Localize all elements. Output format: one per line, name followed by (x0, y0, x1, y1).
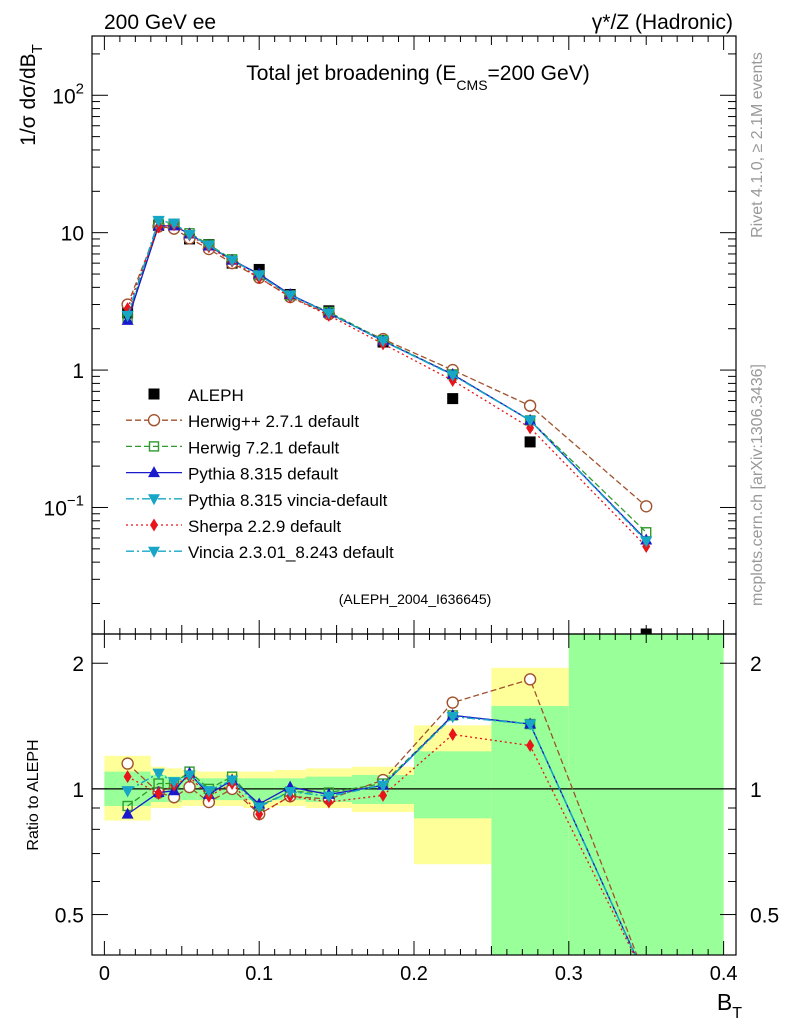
ratio-point-2-0 (121, 807, 134, 819)
main-y-tick-label: 10 (61, 223, 84, 246)
ratio-point-5-6 (253, 802, 266, 814)
ratio-y-tick-label: 2 (72, 653, 84, 676)
side-label-bottom: mcplots.cern.ch [arXiv:1306.3436] (749, 364, 766, 606)
legend-marker-5 (150, 518, 158, 532)
ratio-point-5-9 (377, 780, 390, 792)
ratio-point-3-12 (640, 975, 652, 986)
band-inner-10 (414, 751, 492, 819)
main-point-6-6 (253, 270, 266, 282)
main-point-6-9 (377, 336, 390, 348)
legend-marker-0 (148, 388, 160, 400)
ratio-y-tick-label: 1 (72, 779, 84, 802)
legend-label-5: Sherpa 2.2.9 default (188, 517, 341, 536)
main-y-tick-label: 10−1 (44, 492, 84, 520)
main-point-5-11 (526, 421, 535, 435)
main-point-6-2 (168, 218, 181, 230)
main-point-6-7 (284, 290, 297, 302)
ratio-point-0-0 (121, 757, 134, 770)
ratio-point-4-10 (448, 727, 457, 741)
legend-marker-3 (148, 466, 160, 478)
ratio-y-tick-label-right: 2 (750, 653, 762, 676)
main-point-1-11 (523, 399, 537, 412)
main-point-6-3 (183, 229, 196, 241)
x-axis-ticks (103, 36, 725, 955)
main-point-6-1 (152, 216, 165, 228)
x-tick-label: 0.2 (400, 963, 428, 985)
main-point-6-12 (640, 536, 653, 548)
chart-title: Total jet broadening (ECMS=200 GeV) (246, 62, 589, 93)
main-line-2 (126, 223, 647, 533)
header-left-label: 200 GeV ee (104, 11, 216, 34)
main-y-axis-label: 1/σ dσ/dBT (17, 44, 46, 146)
ratio-point-0-10 (446, 696, 459, 709)
ratio-point-4-11 (526, 739, 535, 753)
main-point-6-11 (524, 415, 537, 427)
ratio-point-4-0 (123, 770, 132, 784)
ratio-y-tick-label: 0.5 (55, 905, 84, 928)
main-point-6-4 (202, 240, 215, 252)
ratio-point-5-7 (284, 787, 297, 799)
ratio-point-5-12 (640, 975, 652, 986)
side-label-top: Rivet 4.1.0, ≥ 2.1M events (749, 52, 766, 238)
main-y-tick-label: 102 (52, 80, 84, 108)
ratio-point-5-1 (152, 768, 165, 780)
legend: ALEPH Herwig++ 2.7.1 default Herwig 7.2.1 … (126, 386, 394, 562)
ratio-y-axis-label: Ratio to ALEPH (25, 739, 42, 850)
ratio-point-2-12 (640, 973, 652, 984)
ratio-point-0-3 (183, 780, 196, 794)
legend-marker-2 (148, 441, 160, 452)
ratio-point-5-8 (322, 791, 335, 803)
ratio-point-0-11 (523, 673, 537, 686)
ratio-point-5-3 (183, 770, 196, 782)
x-axis-label: BT (717, 989, 742, 1022)
legend-label-1: Herwig++ 2.7.1 default (188, 412, 359, 431)
x-tick-label: 0 (99, 963, 110, 985)
ratio-point-4-12 (642, 973, 650, 986)
ratio-point-1-12 (642, 975, 651, 984)
x-tick-label: 0.3 (555, 963, 583, 985)
main-y-ticks (92, 53, 736, 605)
main-point-0-10 (447, 393, 459, 405)
ratio-y-tick-label-right: 1 (750, 779, 762, 802)
ratio-point-5-10 (446, 712, 459, 724)
legend-label-6: Vincia 2.3.01_8.243 default (188, 543, 394, 562)
main-point-6-5 (226, 255, 239, 267)
legend-marker-1 (147, 414, 161, 427)
legend-label-3: Pythia 8.315 default (188, 465, 339, 484)
ratio-series (121, 673, 652, 986)
ratio-point-5-4 (202, 786, 215, 798)
ratio-point-5-5 (226, 775, 239, 787)
band-inner-12 (568, 634, 724, 955)
legend-label-2: Herwig 7.2.1 default (188, 438, 339, 457)
ratio-point-0-12 (641, 974, 652, 985)
main-point-6-0 (121, 310, 134, 322)
legend-label-0: ALEPH (188, 386, 244, 405)
main-point-6-8 (322, 308, 335, 320)
ratio-y-ticks (92, 662, 736, 956)
main-series (121, 215, 653, 634)
legend-marker-6 (148, 546, 160, 558)
x-tick-label: 0.1 (245, 963, 273, 985)
legend-marker-4 (148, 494, 160, 506)
ratio-point-4-6 (255, 807, 264, 821)
header-right-label: γ*/Z (Hadronic) (592, 11, 733, 34)
ratio-point-5-2 (168, 777, 181, 789)
main-y-tick-label: 1 (72, 360, 84, 383)
ratio-point-5-11 (524, 719, 537, 731)
analysis-watermark: (ALEPH_2004_I636645) (339, 591, 492, 607)
ratio-point-5-0 (121, 786, 134, 798)
main-point-1-12 (640, 500, 653, 513)
ratio-y-tick-label-right: 0.5 (750, 905, 779, 928)
x-tick-label: 0.4 (710, 963, 738, 985)
main-point-6-10 (446, 370, 459, 382)
main-point-0-11 (524, 436, 536, 448)
ratio-point-4-9 (379, 788, 388, 802)
ratio-point-4-1 (154, 786, 163, 800)
uncertainty-bands (104, 634, 724, 955)
legend-label-4: Pythia 8.315 vincia-default (188, 491, 388, 510)
